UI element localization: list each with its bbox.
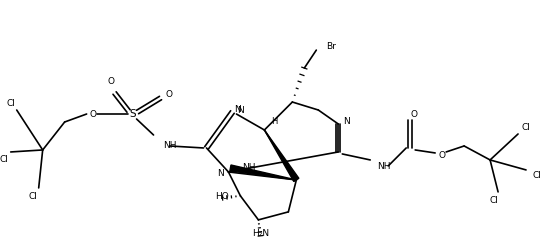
Text: Cl: Cl: [28, 192, 37, 201]
Text: Cl: Cl: [490, 196, 499, 205]
Text: O: O: [107, 77, 114, 85]
Text: O: O: [89, 109, 96, 119]
Text: O: O: [411, 109, 418, 119]
Text: Br: Br: [326, 42, 336, 51]
Polygon shape: [265, 130, 299, 181]
Text: H: H: [271, 118, 277, 126]
Text: Cl: Cl: [522, 124, 530, 132]
Text: Cl: Cl: [0, 156, 8, 164]
Text: NH: NH: [163, 141, 177, 150]
Text: O: O: [439, 151, 446, 161]
Text: Cl: Cl: [533, 171, 542, 180]
Text: NH: NH: [242, 163, 256, 172]
Text: N: N: [234, 104, 241, 114]
Text: S: S: [129, 109, 136, 119]
Text: N: N: [237, 106, 244, 114]
Text: N: N: [343, 118, 350, 126]
Text: O: O: [165, 90, 172, 99]
Text: H₂N: H₂N: [252, 229, 269, 238]
Text: Cl: Cl: [6, 99, 15, 108]
Text: HO: HO: [215, 192, 229, 201]
Text: NH: NH: [377, 162, 391, 171]
Polygon shape: [230, 165, 296, 180]
Text: N: N: [217, 169, 224, 178]
